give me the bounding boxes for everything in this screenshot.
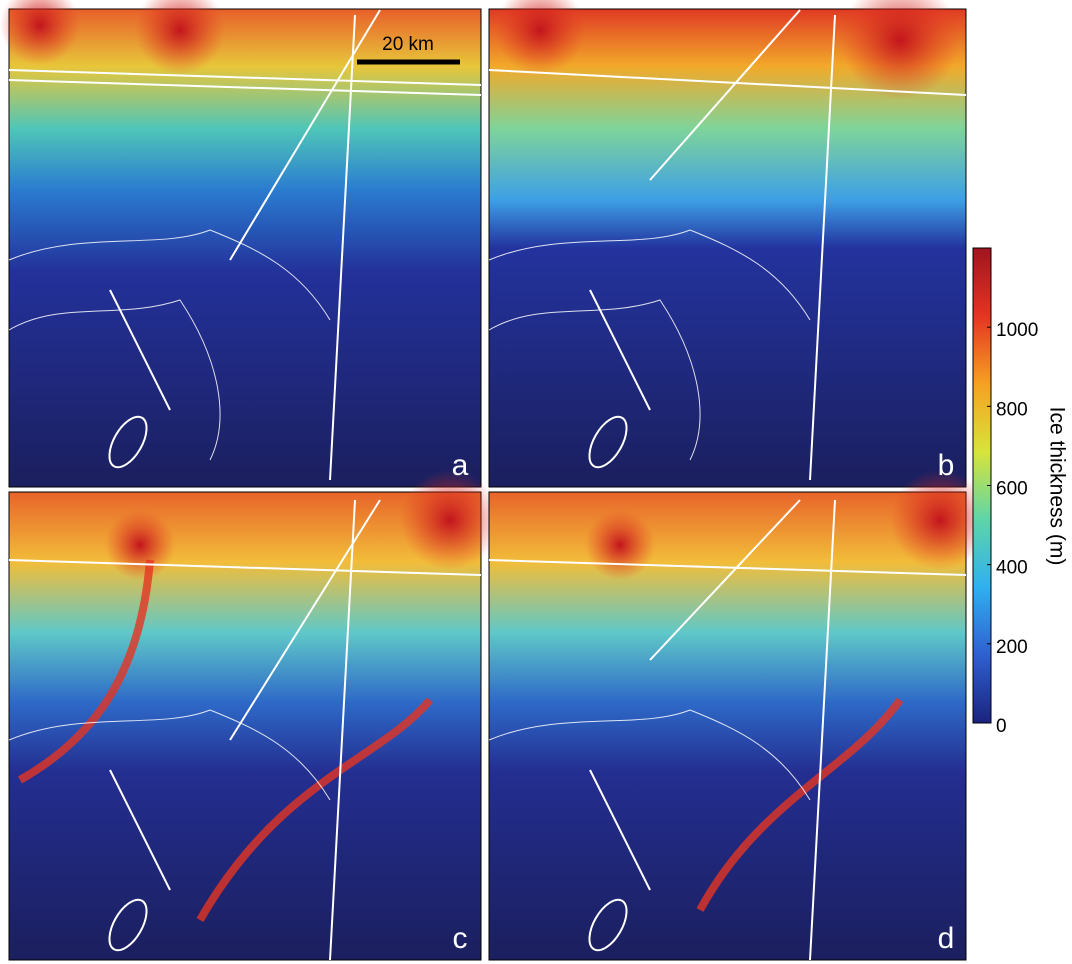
colorbar-tick-label: 0 bbox=[996, 716, 1007, 737]
colorbar-tick-label: 800 bbox=[996, 399, 1028, 420]
panel-label: a bbox=[452, 449, 469, 482]
colorbar-label: Ice thickness (m) bbox=[1045, 407, 1068, 566]
panel-label: d bbox=[938, 922, 955, 955]
panel-b bbox=[488, 0, 967, 488]
colorbar-tick-label: 600 bbox=[996, 479, 1028, 500]
panel-c bbox=[8, 470, 500, 961]
colorbar-tick-label: 200 bbox=[996, 637, 1028, 658]
panel-label: c bbox=[453, 922, 468, 955]
scale-bar-label: 20 km bbox=[382, 34, 434, 55]
panel-a: 20 km bbox=[0, 0, 482, 488]
panel-label: b bbox=[938, 449, 955, 482]
colorbar-tick-label: 400 bbox=[996, 558, 1028, 579]
colorbar-tick-label: 1000 bbox=[996, 320, 1038, 341]
panel-d bbox=[488, 470, 990, 961]
